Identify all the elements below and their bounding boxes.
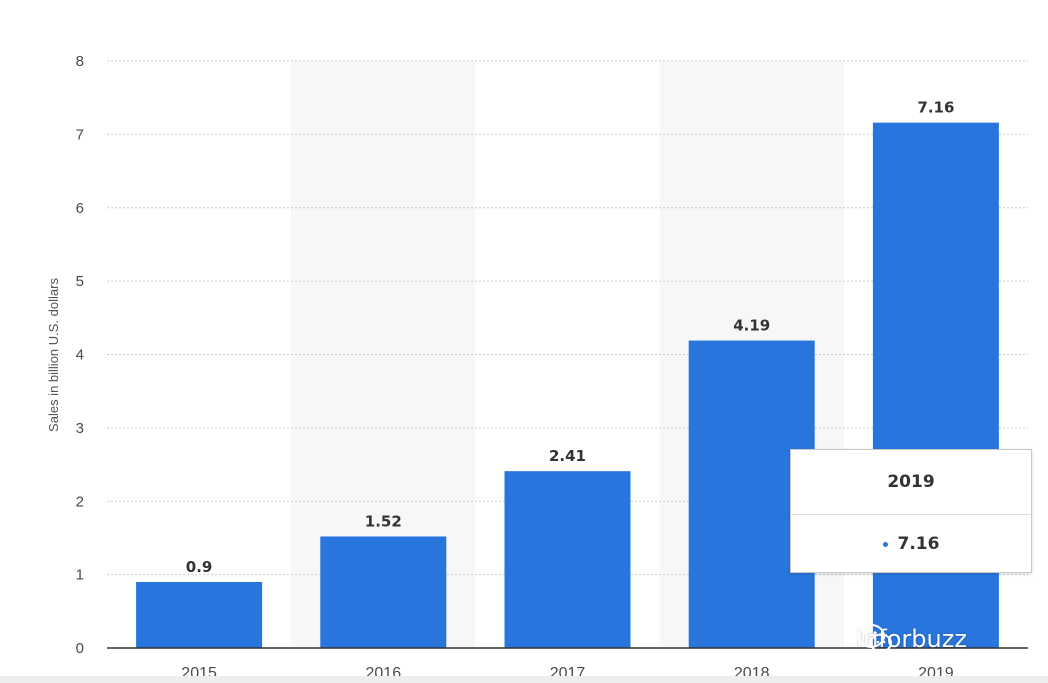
tooltip-title: 2019 xyxy=(791,450,1031,515)
watermark: Inforbuzz xyxy=(856,622,967,656)
y-tick-label: 3 xyxy=(76,420,84,437)
data-label: 0.9 xyxy=(186,558,213,576)
y-tick-label: 7 xyxy=(76,126,84,143)
wechat-icon xyxy=(857,624,892,653)
data-label: 7.16 xyxy=(917,99,954,117)
data-label: 4.19 xyxy=(733,317,770,335)
y-axis-title: Sales in billion U.S. dollars xyxy=(46,278,61,432)
bar-2016[interactable] xyxy=(320,536,447,648)
y-tick-label: 5 xyxy=(76,273,84,290)
y-tick-label: 2 xyxy=(76,493,84,510)
series-dot-icon xyxy=(882,541,888,547)
bar-2017[interactable] xyxy=(504,471,631,648)
tooltip-value: 7.16 xyxy=(897,534,940,554)
y-tick-label: 0 xyxy=(76,640,84,657)
tooltip-value-row: 7.16 xyxy=(791,514,1031,574)
y-tick-label: 4 xyxy=(76,347,84,364)
data-labels: 0.9 1.52 2.41 4.19 7.16 xyxy=(186,99,955,576)
bottom-strip xyxy=(0,676,1048,683)
y-tick-labels: 0 1 2 3 4 5 6 7 8 xyxy=(76,53,84,657)
data-label: 2.41 xyxy=(549,447,586,465)
data-label: 1.52 xyxy=(365,512,402,530)
y-tick-label: 8 xyxy=(76,53,84,70)
y-tick-label: 1 xyxy=(76,567,84,584)
chart-tooltip: 2019 7.16 xyxy=(790,449,1032,573)
bar-2015[interactable] xyxy=(136,581,263,648)
y-tick-label: 6 xyxy=(76,200,84,217)
